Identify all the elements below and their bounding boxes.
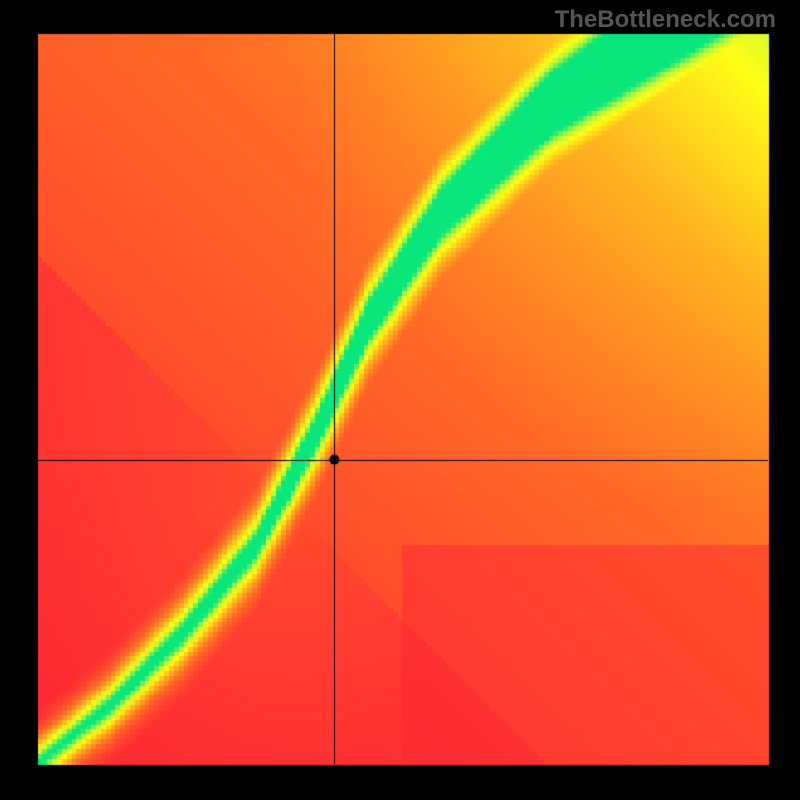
watermark-text: TheBottleneck.com: [555, 6, 776, 34]
overlay-canvas: [0, 0, 800, 800]
chart-container: TheBottleneck.com: [0, 0, 800, 800]
